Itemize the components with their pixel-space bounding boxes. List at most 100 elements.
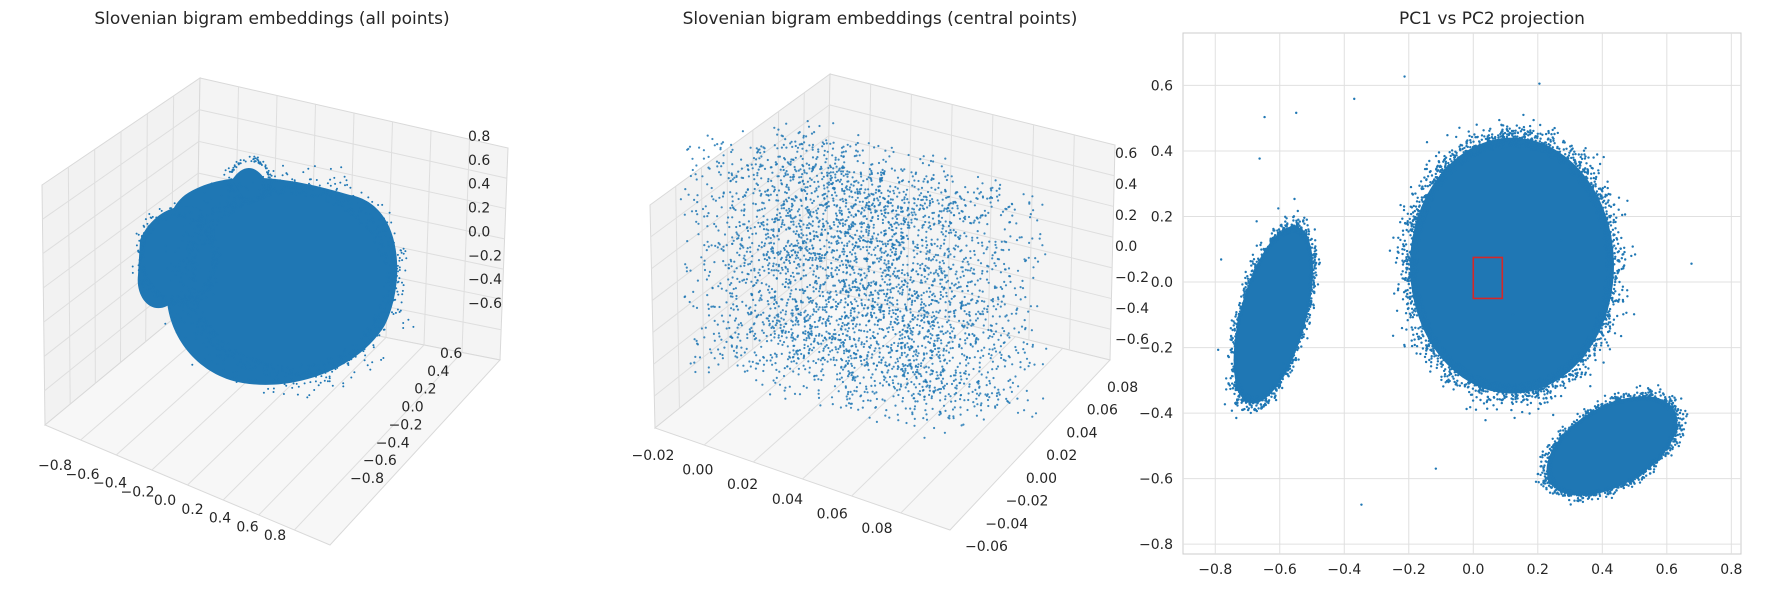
data-point: [873, 312, 876, 315]
data-point: [877, 217, 880, 221]
data-point: [831, 305, 834, 309]
data-point: [170, 298, 173, 300]
data-point: [879, 267, 882, 270]
data-point: [174, 302, 176, 305]
data-point: [217, 334, 219, 337]
data-point: [911, 333, 914, 336]
data-point: [837, 390, 840, 393]
data-point: [144, 269, 147, 272]
data-point: [735, 305, 739, 308]
data-point: [324, 368, 327, 371]
data-point: [937, 337, 940, 340]
data-point: [925, 198, 928, 201]
data-point: [1020, 325, 1024, 328]
data-point: [766, 188, 770, 191]
data-point: [991, 254, 994, 257]
data-point: [727, 216, 730, 219]
data-point: [797, 373, 800, 376]
data-point: [392, 299, 395, 302]
data-point: [859, 395, 862, 398]
data-point: [839, 344, 842, 347]
data-point: [760, 155, 763, 158]
data-point: [786, 358, 790, 361]
data-point: [336, 199, 339, 202]
data-point: [198, 299, 201, 302]
data-point: [904, 343, 907, 346]
data-point: [987, 352, 991, 355]
data-point: [740, 346, 743, 349]
data-point: [173, 265, 176, 268]
data-point: [806, 345, 810, 348]
data-point: [825, 202, 828, 205]
data-point: [853, 366, 856, 369]
data-point: [959, 375, 962, 378]
data-point: [177, 320, 180, 323]
data-point: [832, 167, 835, 170]
data-point: [785, 185, 788, 188]
data-point: [191, 256, 194, 259]
data-point: [981, 272, 984, 275]
data-point: [877, 214, 880, 217]
data-point: [990, 189, 993, 192]
data-point: [737, 197, 740, 201]
data-point: [839, 406, 843, 409]
data-point: [284, 190, 287, 193]
data-point: [805, 234, 808, 237]
data-point: [805, 248, 808, 251]
data-point: [364, 344, 367, 347]
data-point: [928, 249, 931, 252]
data-point: [888, 384, 891, 387]
data-point: [745, 191, 748, 194]
data-point: [143, 242, 146, 245]
data-point: [269, 179, 272, 182]
data-point: [392, 263, 395, 266]
data-point: [827, 332, 830, 335]
data-point: [881, 278, 884, 281]
data-point: [205, 327, 207, 330]
data-point: [291, 181, 294, 184]
data-point: [844, 328, 847, 331]
data-point: [909, 327, 912, 330]
data-point: [1010, 202, 1014, 205]
data-point: [897, 290, 900, 293]
data-point: [906, 285, 909, 288]
data-point: [837, 323, 840, 326]
data-point: [717, 285, 720, 288]
data-point: [872, 248, 876, 251]
data-point: [367, 196, 370, 199]
data-point: [818, 332, 821, 336]
data-point: [870, 281, 873, 284]
data-point: [784, 313, 787, 316]
data-point: [867, 188, 870, 191]
data-point: [895, 209, 898, 212]
data-point: [941, 377, 945, 380]
data-point: [706, 240, 709, 243]
data-point: [916, 368, 919, 371]
data-point: [911, 314, 914, 317]
data-point: [786, 270, 790, 273]
data-point: [960, 378, 963, 381]
data-point: [736, 326, 739, 329]
data-point: [913, 383, 916, 386]
data-point: [804, 274, 808, 277]
data-point: [948, 286, 952, 289]
data-point: [821, 178, 824, 181]
data-point: [889, 291, 892, 294]
data-point: [293, 179, 296, 182]
data-point: [949, 310, 952, 313]
data-point: [784, 173, 787, 177]
data-point: [752, 173, 755, 176]
data-point: [349, 186, 352, 189]
data-point: [907, 298, 910, 301]
data-point: [800, 189, 803, 192]
data-point: [757, 271, 760, 274]
data-point: [218, 207, 221, 210]
data-point: [920, 274, 923, 277]
data-point: [343, 351, 346, 354]
data-point: [735, 180, 738, 183]
data-point: [236, 205, 239, 208]
data-point: [867, 232, 870, 235]
data-point: [964, 370, 967, 373]
data-point: [834, 300, 837, 303]
data-point: [210, 250, 213, 253]
